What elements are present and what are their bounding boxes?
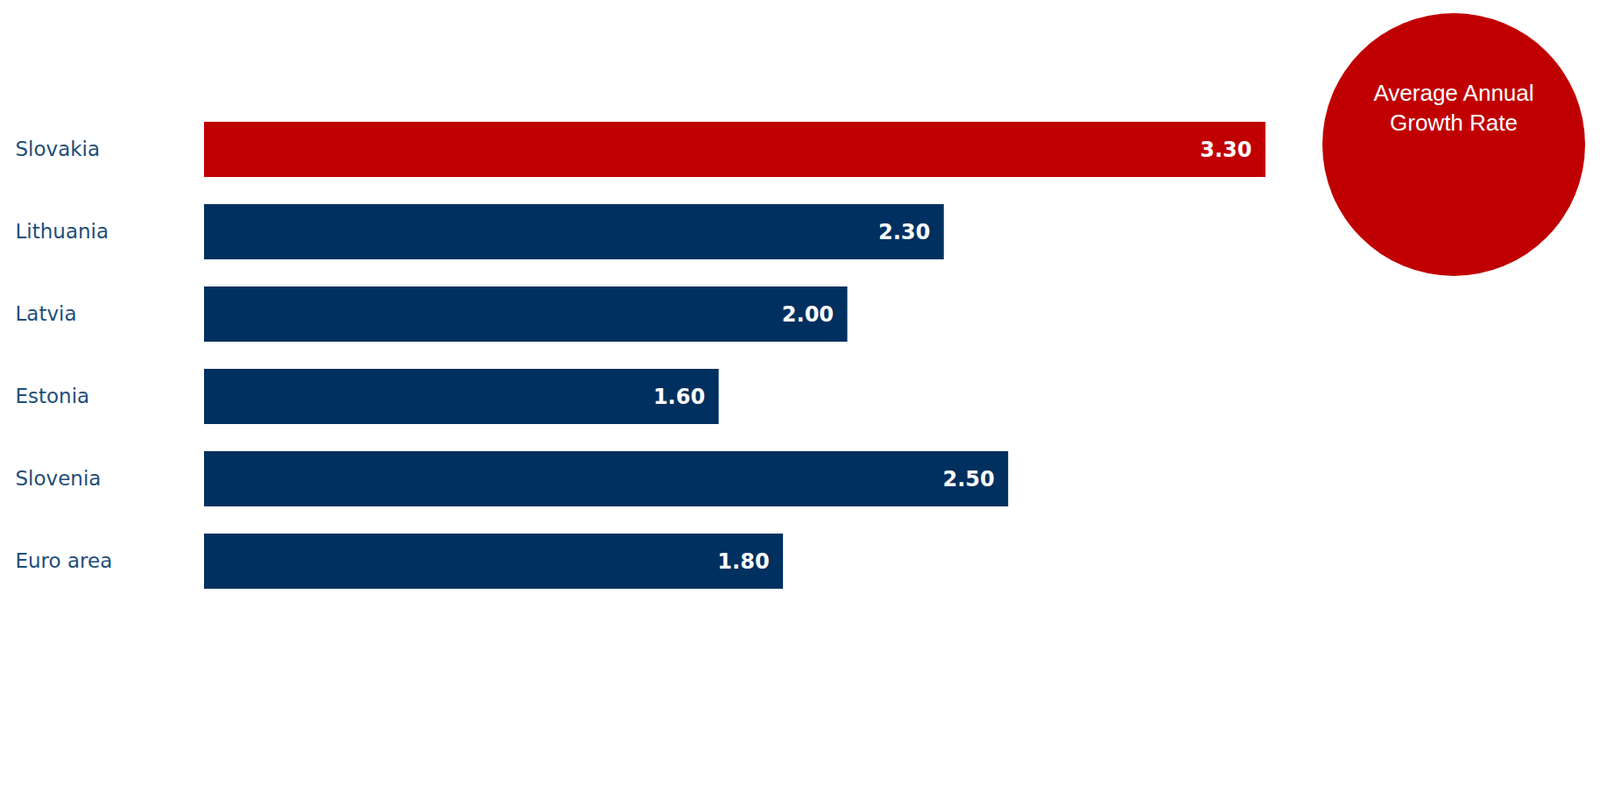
svg-text:Slovakia: Slovakia	[15, 137, 101, 161]
svg-text:1.80: 1.80	[717, 549, 769, 574]
svg-text:2.30: 2.30	[878, 219, 931, 245]
svg-text:Latvia: Latvia	[15, 302, 78, 325]
html-text:Average Annual Growth Rate: Average Annual Growth Rate	[1373, 79, 1534, 136]
svg-text:2.00: 2.00	[782, 302, 834, 327]
svg-text:3.30: 3.30	[1199, 137, 1252, 163]
svg-text:Lithuania: Lithuania	[15, 219, 110, 243]
svg-text:Estonia: Estonia	[15, 384, 91, 408]
svg-text:1.60: 1.60	[653, 384, 705, 409]
svg-text:2.50: 2.50	[942, 466, 994, 492]
svg-text:Euro area: Euro area	[15, 549, 113, 572]
svg-text:Slovenia: Slovenia	[15, 466, 102, 490]
